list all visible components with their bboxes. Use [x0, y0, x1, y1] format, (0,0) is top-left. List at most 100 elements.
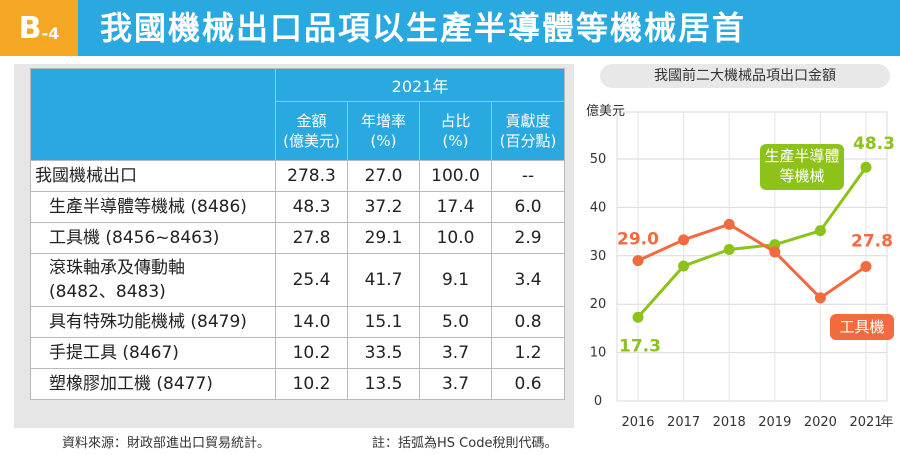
data-label: 27.8	[851, 231, 893, 251]
data-point	[860, 260, 872, 272]
legend-tool: 工具機	[830, 314, 894, 340]
x-tick-label: 2017	[667, 415, 700, 430]
row-value: 33.5	[347, 337, 420, 369]
row-value: 15.1	[347, 306, 420, 338]
col-header-text: 金額 (億美元)	[283, 112, 340, 150]
x-tick-labels: 2016 2017 2018 2019 2020 2021	[621, 415, 882, 430]
row-value: 10.0	[419, 222, 492, 254]
legend-semiconductor: 生產半導體 等機械	[760, 144, 844, 190]
data-point	[632, 311, 644, 323]
header-bar: B -4 我國機械出口品項以生產半導體等機械居首	[0, 0, 900, 56]
badge-letter: B	[18, 10, 42, 46]
row-name: 塑橡膠加工機 (8477)	[30, 368, 276, 400]
x-tick-label: 2018	[713, 415, 746, 430]
table-row: 具有特殊功能機械 (8479) 14.0 15.1 5.0 0.8	[30, 306, 566, 338]
table-row: 塑橡膠加工機 (8477) 10.2 13.5 3.7 0.6	[30, 368, 566, 400]
row-name: 我國機械出口	[30, 160, 276, 192]
page-title: 我國機械出口品項以生產半導體等機械居首	[100, 9, 747, 47]
col-header-contribution: 貢獻度 (百分點)	[490, 101, 566, 161]
x-tick-label: 2016	[621, 415, 654, 430]
source-note: 資料來源：財政部進出口貿易統計。	[62, 436, 271, 451]
table-row: 工具機 (8456~8463) 27.8 29.1 10.0 2.9	[30, 222, 566, 254]
data-point	[814, 292, 826, 304]
row-value: 3.7	[419, 368, 492, 400]
y-tick-label: 10	[590, 346, 607, 361]
col-header-share: 占比 (%)	[419, 101, 492, 161]
row-name: 手提工具 (8467)	[30, 337, 276, 369]
line-chart: 0 10 20 30 40 50 2016 2017 2018 2019 2020 2021 億美元…	[586, 103, 895, 430]
col-header-amount: 金額 (億美元)	[275, 101, 348, 161]
row-value: 1.2	[490, 337, 566, 369]
row-value: 0.6	[490, 368, 566, 400]
row-value: 9.1	[419, 253, 492, 307]
data-labels: 17.3 48.3 29.0 27.8	[617, 134, 895, 356]
y-tick-label: 50	[590, 152, 607, 167]
table-row: 生產半導體等機械 (8486) 48.3 37.2 17.4 6.0	[30, 191, 566, 223]
x-tick-label: 2020	[804, 415, 837, 430]
row-value: 17.4	[419, 191, 492, 223]
row-value: 48.3	[275, 191, 348, 223]
table-corner	[30, 68, 276, 161]
row-name: 具有特殊功能機械 (8479)	[30, 306, 276, 338]
table-row: 我國機械出口 278.3 27.0 100.0 --	[30, 160, 566, 192]
row-value: 27.8	[275, 222, 348, 254]
row-value: 29.1	[347, 222, 420, 254]
data-point	[723, 244, 735, 256]
row-value: 10.2	[275, 368, 348, 400]
section-badge: B -4	[0, 0, 78, 56]
gridlines	[616, 111, 888, 402]
row-value: 13.5	[347, 368, 420, 400]
year-header: 2021年	[274, 68, 566, 102]
data-point	[814, 225, 826, 237]
series-line	[637, 222, 867, 300]
row-name: 生產半導體等機械 (8486)	[30, 191, 276, 223]
data-point	[678, 234, 690, 246]
row-value: 27.0	[347, 160, 420, 192]
data-point	[632, 255, 644, 267]
data-label: 48.3	[853, 134, 895, 154]
series-line	[636, 166, 868, 319]
table-row: 滾珠軸承及傳動軸 (8482、8483) 25.4 41.7 9.1 3.4	[30, 253, 566, 307]
row-value: 100.0	[419, 160, 492, 192]
row-value: 0.8	[490, 306, 566, 338]
plot-frame	[616, 111, 888, 402]
row-value: 3.7	[419, 337, 492, 369]
export-table: 2021年 金額 (億美元) 年增率 (%) 占比 (%) 貢獻度 (百分點) 我國機械…	[30, 68, 566, 400]
row-value: --	[490, 160, 566, 192]
col-header-text: 占比 (%)	[440, 112, 471, 150]
row-name: 工具機 (8456~8463)	[30, 222, 276, 254]
col-header-growth: 年增率 (%)	[347, 101, 420, 161]
y-tick-label: 40	[590, 200, 607, 215]
row-value: 14.0	[275, 306, 348, 338]
row-value: 25.4	[275, 253, 348, 307]
x-tick-label: 2019	[758, 415, 791, 430]
y-tick-label: 20	[590, 297, 607, 312]
x-axis-label: 年	[880, 415, 893, 430]
y-tick-label: 30	[590, 249, 607, 264]
code-note: 註：括弧為HS Code稅則代碼。	[372, 436, 558, 451]
series-lines	[632, 161, 872, 323]
data-point	[723, 218, 735, 230]
col-header-text: 年增率 (%)	[360, 112, 406, 150]
x-tick-label: 2021	[849, 415, 882, 430]
table-row: 手提工具 (8467) 10.2 33.5 3.7 1.2	[30, 337, 566, 369]
data-point	[860, 161, 872, 173]
data-point	[678, 260, 690, 272]
row-name: 滾珠軸承及傳動軸 (8482、8483)	[30, 253, 276, 307]
y-tick-labels: 0 10 20 30 40 50	[590, 152, 607, 409]
row-value: 37.2	[347, 191, 420, 223]
data-point	[769, 246, 781, 258]
row-value: 41.7	[347, 253, 420, 307]
badge-number: -4	[41, 23, 60, 43]
y-axis-label: 億美元	[586, 103, 625, 119]
row-value: 6.0	[490, 191, 566, 223]
row-value: 278.3	[275, 160, 348, 192]
data-label: 29.0	[617, 230, 659, 250]
row-value: 2.9	[490, 222, 566, 254]
row-value: 5.0	[419, 306, 492, 338]
row-value: 3.4	[490, 253, 566, 307]
data-label: 17.3	[619, 336, 661, 356]
table-body: 我國機械出口 278.3 27.0 100.0 -- 生產半導體等機械 (8486) 48.…	[30, 160, 566, 400]
chart-title: 我國前二大機械品項出口金額	[600, 64, 890, 88]
col-header-text: 貢獻度 (百分點)	[499, 112, 557, 150]
